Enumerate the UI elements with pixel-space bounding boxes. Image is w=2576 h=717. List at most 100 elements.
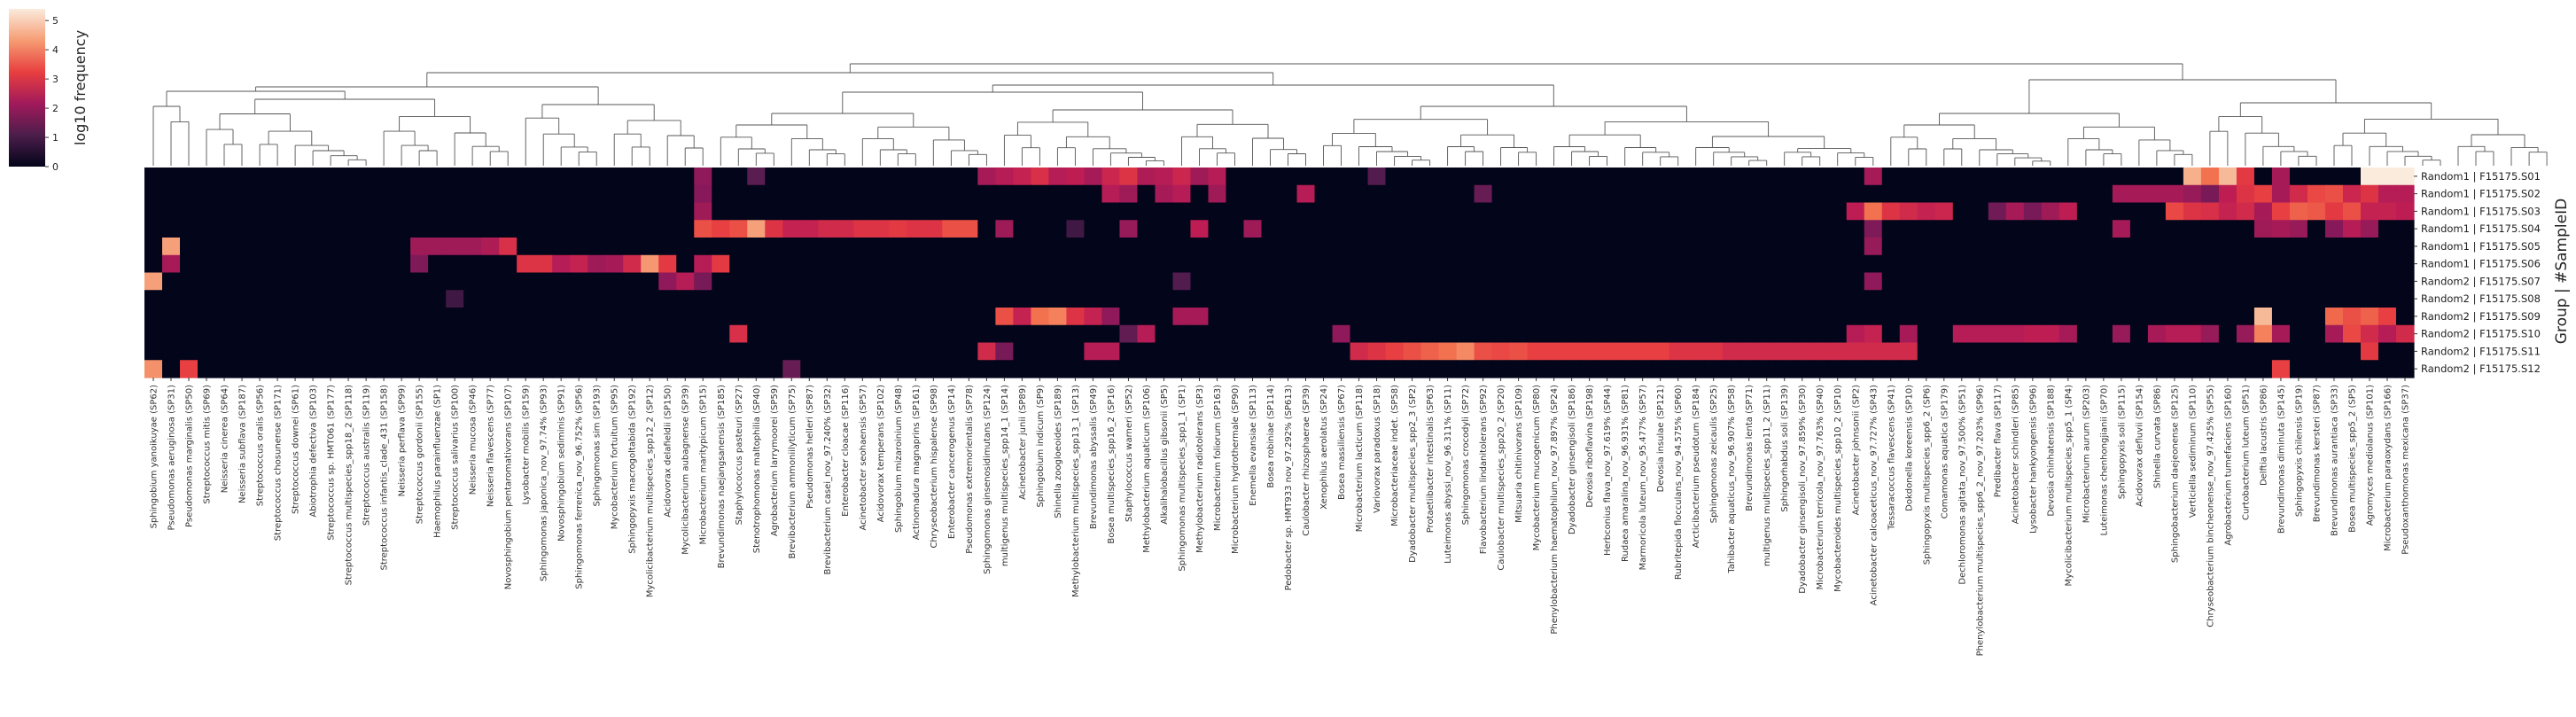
heatmap-cell <box>1332 290 1351 308</box>
column-label: Pseudoxanthomonas mexicana (SP37) <box>2401 385 2411 555</box>
heatmap-cell <box>1031 272 1049 291</box>
heatmap-cell <box>2005 290 2025 308</box>
heatmap-cell <box>1243 168 1263 186</box>
heatmap-cell <box>1952 254 1972 274</box>
heatmap-cell <box>1155 360 1174 378</box>
heatmap-cell <box>2324 238 2344 256</box>
heatmap-cell <box>1722 290 1741 308</box>
heatmap-cell <box>2307 184 2326 204</box>
column-label: Delftia lacustris (SP86) <box>2259 385 2269 486</box>
heatmap-cell <box>1580 184 1599 204</box>
heatmap-cell <box>393 254 411 274</box>
heatmap-cell <box>2236 360 2255 378</box>
heatmap-cell <box>658 290 677 308</box>
heatmap-cell <box>1137 308 1156 326</box>
heatmap-cell <box>2147 308 2167 326</box>
heatmap-cell <box>658 308 677 326</box>
heatmap-cell <box>1084 324 1103 344</box>
heatmap-cell <box>1917 360 1936 378</box>
heatmap-cell <box>517 324 535 344</box>
heatmap-cell <box>2307 168 2326 186</box>
column-dendrogram <box>152 63 2548 166</box>
heatmap-cell <box>1172 254 1192 274</box>
heatmap-cell <box>268 290 287 308</box>
heatmap-cell <box>1119 308 1139 326</box>
heatmap-cell <box>1474 238 1493 256</box>
heatmap-cell <box>1474 324 1493 344</box>
heatmap-cell <box>623 202 642 221</box>
heatmap-cell <box>1934 184 1954 204</box>
heatmap-cell <box>1190 272 1210 291</box>
heatmap-cell <box>2200 254 2220 274</box>
heatmap-cell <box>1013 324 1031 344</box>
heatmap-cell <box>2395 202 2415 221</box>
heatmap-cell <box>410 168 429 186</box>
heatmap-cell <box>747 342 766 361</box>
heatmap-cell <box>924 308 943 326</box>
heatmap-cell <box>588 168 606 186</box>
heatmap-cell <box>1651 220 1670 238</box>
row-label: Random2 | F15175.S09 <box>2421 310 2541 323</box>
heatmap-cell <box>375 308 393 326</box>
heatmap-cell <box>2307 290 2326 308</box>
heatmap-cell <box>1084 202 1103 221</box>
heatmap-cell <box>853 290 872 308</box>
column-label: Mycolicibacterium multispecies_spp5_1 (S… <box>2064 385 2074 587</box>
heatmap-cell <box>570 238 588 256</box>
heatmap-cell <box>1881 360 1901 378</box>
heatmap-cell <box>1881 168 1901 186</box>
heatmap-cell <box>304 238 323 256</box>
column-label: Dechloromonas agitata_nov_97.500% (SP51) <box>1957 385 1967 585</box>
heatmap-cell <box>1474 202 1493 221</box>
heatmap-cell <box>1704 202 1724 221</box>
heatmap-cell <box>2253 324 2273 344</box>
heatmap-cell <box>853 308 872 326</box>
heatmap-cell <box>339 360 358 378</box>
heatmap-cell <box>1066 168 1086 186</box>
heatmap-cell <box>481 168 500 186</box>
heatmap-cell <box>1403 168 1422 186</box>
heatmap-cell <box>1917 184 1936 204</box>
column-label: Shinella curvata (SP86) <box>2152 385 2162 488</box>
heatmap-cell <box>1066 342 1086 361</box>
heatmap-cell <box>2041 254 2060 274</box>
heatmap-cell <box>712 290 730 308</box>
heatmap-cell <box>995 360 1014 378</box>
heatmap-cell <box>1403 254 1422 274</box>
heatmap-cell <box>1332 342 1351 361</box>
heatmap-cell <box>2183 290 2202 308</box>
heatmap-cell <box>1810 290 1830 308</box>
row-label: Random1 | F15175.S03 <box>2421 205 2541 217</box>
heatmap-cell <box>2324 308 2344 326</box>
heatmap-cell <box>517 342 535 361</box>
heatmap-cell <box>1031 308 1049 326</box>
heatmap-cell <box>1385 254 1405 274</box>
heatmap-cell <box>2236 290 2255 308</box>
heatmap-cell <box>1119 272 1139 291</box>
heatmap-cell <box>712 202 730 221</box>
heatmap-cell <box>2112 290 2131 308</box>
heatmap-cell <box>1739 254 1759 274</box>
heatmap-cell <box>286 272 305 291</box>
heatmap-cell <box>1615 238 1635 256</box>
heatmap-cell <box>782 184 801 204</box>
heatmap-cell <box>747 324 766 344</box>
heatmap-cell <box>339 308 358 326</box>
heatmap-cell <box>268 272 287 291</box>
heatmap-cell <box>180 308 198 326</box>
heatmap-cell <box>1704 220 1724 238</box>
heatmap-cell <box>977 290 996 308</box>
heatmap-cell <box>1864 238 1883 256</box>
heatmap-cell <box>2378 324 2397 344</box>
heatmap-cell <box>2023 220 2043 238</box>
heatmap-cell <box>162 220 181 238</box>
heatmap-cell <box>2041 202 2060 221</box>
heatmap-cell <box>2289 272 2308 291</box>
heatmap-cell <box>2112 324 2131 344</box>
heatmap-cell <box>2005 324 2025 344</box>
heatmap-cell <box>2342 168 2362 186</box>
heatmap-cell <box>2307 202 2326 221</box>
heatmap-cell <box>2324 290 2344 308</box>
heatmap-cell <box>1970 324 1989 344</box>
heatmap-cell <box>1048 184 1068 204</box>
